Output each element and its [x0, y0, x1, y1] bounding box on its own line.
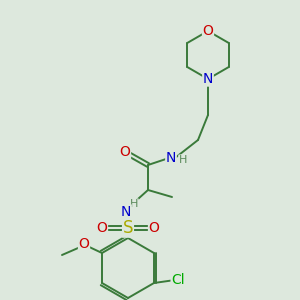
Text: O: O [202, 24, 213, 38]
Text: N: N [203, 72, 213, 86]
Text: H: H [130, 199, 138, 209]
Text: O: O [148, 221, 159, 235]
Text: O: O [120, 145, 130, 159]
Text: Cl: Cl [171, 273, 185, 287]
Text: O: O [97, 221, 107, 235]
Text: S: S [123, 219, 133, 237]
Text: N: N [121, 205, 131, 219]
Text: N: N [166, 151, 176, 165]
Text: H: H [179, 155, 187, 165]
Text: O: O [79, 237, 89, 251]
